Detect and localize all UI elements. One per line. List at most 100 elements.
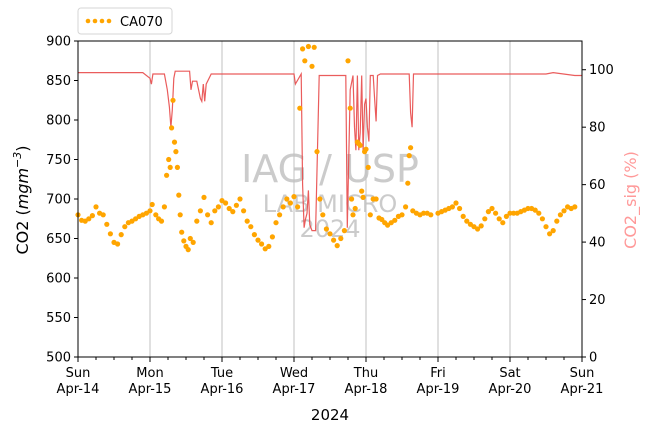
legend-marker	[99, 18, 105, 24]
co2-sig-series	[78, 70, 582, 232]
ca070-point	[302, 58, 308, 64]
ca070-point	[334, 243, 340, 249]
ca070-point	[295, 204, 301, 210]
ca070-point	[525, 205, 531, 212]
x-tick-label-day: Sun	[570, 366, 595, 381]
ca070-point	[122, 224, 128, 230]
ca070-point	[248, 224, 254, 230]
ca070-point	[405, 180, 411, 186]
ca070-point	[536, 210, 542, 216]
ca070-point	[500, 220, 506, 226]
ca070-point	[345, 58, 351, 64]
y-axis-label-close: )	[13, 145, 32, 151]
ca070-point	[561, 208, 567, 214]
watermark: IAG / USP LAB MICRO 2024	[241, 147, 419, 243]
ca070-point	[352, 205, 358, 212]
ca070-point	[408, 145, 414, 151]
ca070-series	[75, 43, 578, 253]
ca070-point	[503, 213, 509, 219]
ca070-point	[507, 210, 513, 216]
ca070-point	[167, 164, 173, 170]
x-tick-label-day: Sun	[66, 366, 91, 381]
y-tick-label: 600	[46, 272, 71, 287]
ca070-point	[320, 212, 326, 218]
ca070-point	[287, 200, 293, 206]
y2-tick-label: 100	[589, 63, 614, 78]
ca070-point	[327, 231, 333, 237]
ca070-point	[115, 241, 121, 247]
x-tick-label-day: Sat	[499, 366, 520, 381]
ca070-point	[464, 218, 470, 224]
ca070-point	[347, 105, 353, 111]
ca070-point	[305, 43, 311, 50]
watermark-line3: 2024	[299, 215, 360, 243]
ca070-point	[449, 204, 455, 210]
ca070-point	[392, 217, 398, 223]
x-tick-label-date: Apr-17	[273, 382, 316, 397]
ca070-point	[510, 210, 517, 216]
ca070-point	[457, 205, 463, 212]
ca070-point	[158, 218, 165, 224]
ca070-point	[297, 105, 303, 111]
ca070-point	[171, 139, 178, 145]
ca070-point	[309, 63, 315, 69]
ca070-point	[547, 231, 553, 237]
ca070-point	[266, 243, 272, 249]
y-tick-label: 550	[46, 311, 71, 326]
ca070-point	[185, 247, 191, 253]
ca070-point	[493, 210, 499, 216]
y-tick-label: 800	[46, 114, 71, 129]
ca070-point	[161, 204, 167, 210]
ca070-point	[291, 194, 297, 200]
ca070-point	[255, 237, 261, 243]
ca070-point	[482, 216, 488, 222]
y-tick-label: 700	[46, 193, 71, 208]
x-tick-label-date: Apr-21	[561, 382, 604, 397]
ca070-point	[543, 224, 549, 230]
y-axis-label-main: CO2 (	[13, 209, 32, 254]
x-tick-label-date: Apr-19	[417, 382, 460, 397]
x-tick-label-date: Apr-16	[201, 382, 244, 397]
y-tick-label: 500	[46, 351, 71, 366]
ca070-point	[357, 142, 363, 148]
ca070-point	[223, 200, 229, 206]
right-y-axis-label: CO2_sig (%)	[621, 151, 641, 249]
ca070-point	[164, 172, 170, 178]
ca070-point	[89, 213, 95, 219]
ca070-point	[428, 212, 434, 218]
y-axis-label-exp: −3	[11, 152, 24, 168]
ca070-point	[251, 232, 257, 238]
ca070-point	[153, 212, 159, 218]
ca070-point	[539, 216, 546, 222]
ca070-point	[233, 202, 239, 208]
ca070-point	[373, 196, 379, 202]
legend: CA070	[77, 7, 173, 35]
ca070-point	[104, 221, 110, 227]
ca070-point	[179, 229, 185, 235]
x-tick-label-date: Apr-20	[489, 382, 532, 397]
x-tick-label-day: Tue	[210, 366, 233, 381]
right-y-axis: 0 20 40 60 80 100	[582, 63, 614, 366]
y-tick-label: 750	[46, 153, 71, 168]
ca070-point	[176, 192, 182, 198]
y-tick-label: 650	[46, 232, 71, 247]
ca070-point	[572, 204, 578, 210]
ca070-point	[399, 212, 405, 218]
ca070-point	[212, 208, 218, 214]
ca070-point	[421, 210, 427, 216]
ca070-point	[485, 209, 491, 215]
x-tick-label-day: Fri	[430, 366, 446, 381]
x-tick-label-day: Wed	[280, 366, 308, 381]
ca070-point	[323, 226, 329, 232]
ca070-point	[100, 212, 106, 218]
legend-marker	[85, 18, 91, 24]
y-tick-label: 850	[46, 74, 71, 89]
ca070-point	[359, 188, 365, 194]
y2-tick-label: 20	[589, 293, 606, 308]
ca070-point	[460, 213, 466, 219]
ca070-point	[226, 205, 232, 212]
ca070-point	[93, 204, 99, 210]
ca070-point	[230, 209, 236, 215]
ca070-point	[363, 146, 369, 152]
ca070-point	[244, 218, 250, 224]
